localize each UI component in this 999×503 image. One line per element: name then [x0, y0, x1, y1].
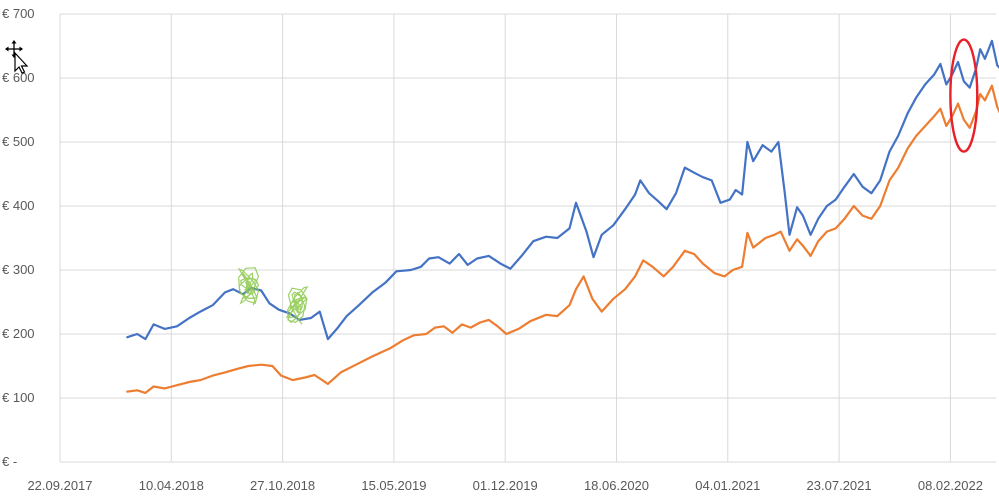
y-tick-label: € 400 [2, 198, 35, 213]
x-tick-label: 22.09.2017 [27, 478, 92, 493]
x-tick-label: 10.04.2018 [139, 478, 204, 493]
y-tick-label: € - [2, 454, 17, 469]
green-scribble-annotation [285, 286, 309, 325]
y-tick-label: € 500 [2, 134, 35, 149]
x-tick-label: 04.01.2021 [695, 478, 760, 493]
x-tick-label: 18.06.2020 [584, 478, 649, 493]
y-tick-label: € 600 [2, 70, 35, 85]
red-ellipse-annotation [949, 38, 979, 153]
y-tick-label: € 700 [2, 6, 35, 21]
x-axis-ticks: 22.09.2017 10.04.2018 27.10.2018 15.05.2019… [27, 478, 982, 493]
y-tick-label: € 100 [2, 390, 35, 405]
series-lines [126, 39, 999, 394]
x-tick-label: 01.12.2019 [473, 478, 538, 493]
grid [59, 13, 996, 463]
series-line-2 [126, 84, 999, 394]
y-tick-label: € 300 [2, 262, 35, 277]
x-tick-label: 08.02.2022 [918, 478, 983, 493]
x-tick-label: 15.05.2019 [361, 478, 426, 493]
green-scribble-annotation [237, 267, 260, 306]
annotations [237, 38, 979, 325]
y-axis-ticks: € - € 100 € 200 € 300 € 400 € 500 € 600 € 700 [2, 6, 35, 469]
move-cursor-icon [5, 40, 29, 74]
x-tick-label: 27.10.2018 [250, 478, 315, 493]
series-line-1 [126, 39, 999, 341]
x-tick-label: 23.07.2021 [807, 478, 872, 493]
y-tick-label: € 200 [2, 326, 35, 341]
